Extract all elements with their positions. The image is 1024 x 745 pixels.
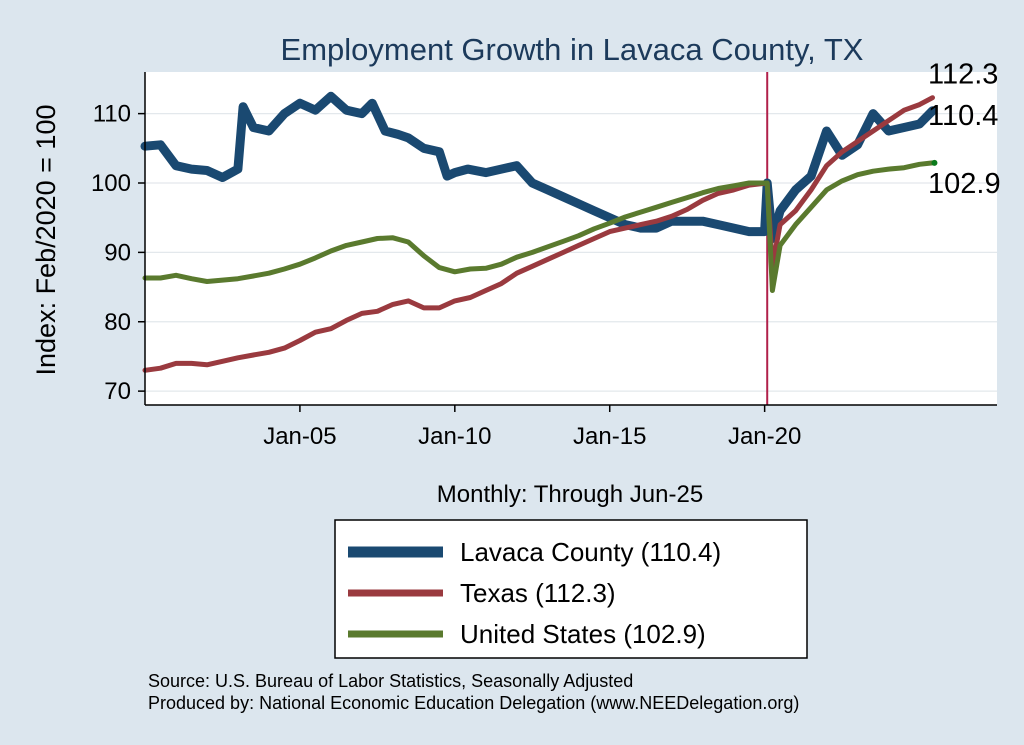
x-tick-label: Jan-10: [418, 423, 491, 450]
y-tick-label: 80: [104, 309, 131, 336]
y-ticks: 70 80 90 100 110: [91, 101, 145, 405]
y-tick-label: 110: [93, 101, 131, 128]
producer-line: Produced by: National Economic Education…: [148, 693, 799, 713]
legend-label: Lavaca County (110.4): [460, 537, 721, 567]
y-tick-label: 70: [104, 378, 131, 405]
chart-title: Employment Growth in Lavaca County, TX: [281, 32, 864, 67]
legend-label: Texas (112.3): [460, 578, 616, 608]
x-tick-label: Jan-05: [263, 423, 336, 450]
x-tick-label: Jan-15: [573, 423, 646, 450]
x-tick-label: Jan-20: [728, 423, 801, 450]
y-tick-label: 100: [91, 170, 131, 197]
gridlines: [145, 113, 997, 392]
end-value-label: 102.9: [928, 168, 1001, 200]
y-axis-label: Index: Feb/2020 = 100: [31, 105, 61, 376]
source-line: Source: U.S. Bureau of Labor Statistics,…: [148, 671, 633, 691]
end-dot: [931, 159, 938, 166]
end-value-label: 112.3: [928, 59, 998, 91]
y-tick-label: 90: [104, 239, 131, 266]
series-line-2: [142, 160, 935, 293]
x-axis-label: Monthly: Through Jun-25: [437, 481, 703, 508]
x-ticks: Jan-05 Jan-10 Jan-15 Jan-20: [263, 405, 801, 450]
end-value-label: 110.4: [928, 100, 998, 132]
end-labels: 110.4 112.3 102.9: [928, 59, 1001, 200]
legend: Lavaca County (110.4) Texas (112.3) United…: [348, 537, 721, 649]
series-line-0: [140, 91, 937, 243]
series-line-1: [142, 95, 935, 373]
legend-label: United States (102.9): [460, 619, 706, 649]
series-group: [140, 91, 937, 373]
